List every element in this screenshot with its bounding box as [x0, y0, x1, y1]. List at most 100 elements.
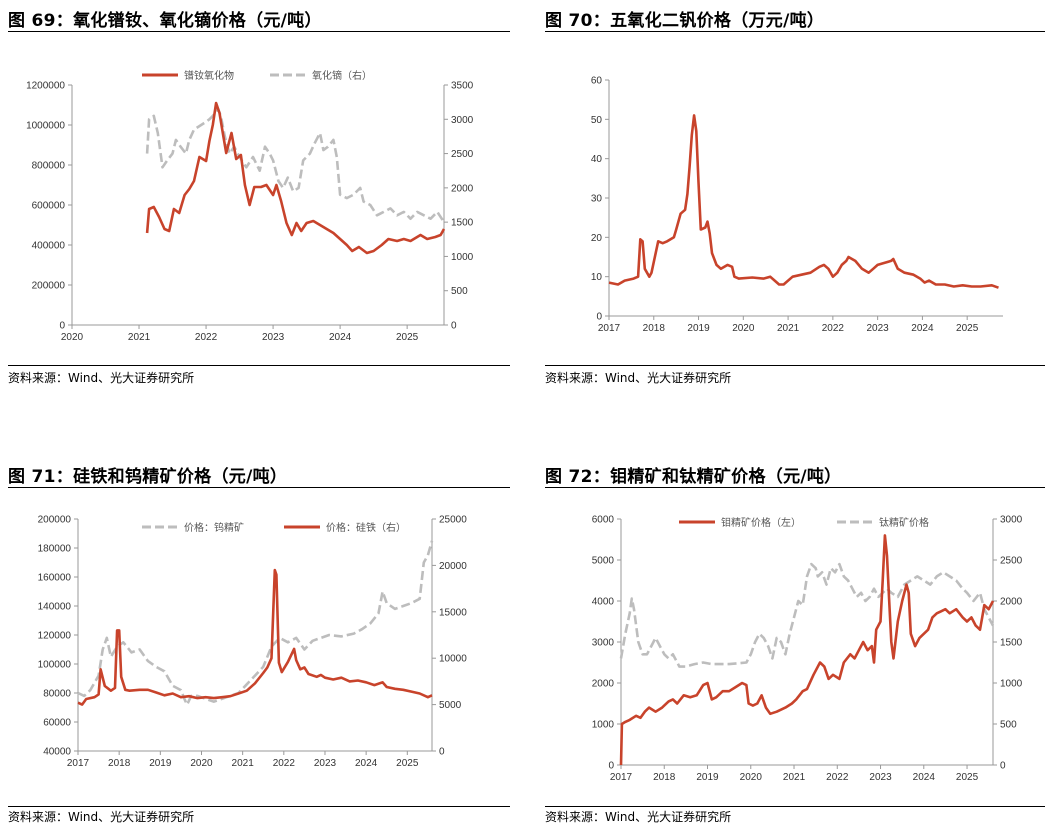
panel-fig72: 图 72：钼精矿和钛精矿价格（元/吨） 0 1000 2000 3000 4000 500… [545, 458, 1045, 827]
x-tick-label: 2021 [783, 772, 806, 783]
x-tick-label: 2019 [149, 758, 172, 769]
x-tick-label: 2021 [128, 332, 151, 343]
x-tick-label: 2021 [232, 758, 255, 769]
panel-fig70: 图 70：五氧化二钒价格（万元/吨） 0 10 20 30 40 50 60 2017 2018… [545, 0, 1045, 400]
series-line [619, 534, 995, 766]
source-note: 资料来源：Wind、光大证券研究所 [545, 371, 732, 385]
x-tick-label: 2023 [867, 323, 890, 334]
y-tick-label-right: 25000 [439, 515, 467, 526]
source-divider [8, 806, 510, 807]
x-tick-label: 2023 [314, 758, 337, 769]
y-tick-label-left: 140000 [38, 602, 72, 613]
y-tick-label-right: 0 [439, 747, 445, 758]
series-line [77, 540, 434, 706]
y-tick-label-right: 500 [451, 286, 468, 297]
y-tick-label-left: 2000 [592, 679, 615, 690]
x-tick-label: 2025 [396, 758, 419, 769]
y-tick-label-left: 180000 [38, 544, 72, 555]
chart-svg-fig71: 4000060000800001000001200001400001600001… [38, 515, 468, 770]
title-divider [545, 31, 1045, 32]
y-tick-label-left: 40 [591, 154, 603, 165]
y-tick-label-left: 1200000 [26, 81, 65, 92]
x-tick-label: 2024 [913, 772, 936, 783]
y-tick-label-left: 120000 [38, 631, 72, 642]
x-tick-label: 2022 [826, 772, 849, 783]
x-tick-label: 2022 [195, 332, 218, 343]
y-tick-label-right: 5000 [439, 700, 462, 711]
y-tick-label-left: 40000 [43, 747, 71, 758]
x-tick-label: 2025 [396, 332, 419, 343]
legend-label: 价格：钨精矿 [184, 521, 244, 534]
y-tick-label-left: 0 [59, 321, 65, 332]
x-tick-label: 2025 [956, 323, 979, 334]
y-tick-label-left: 1000000 [26, 121, 65, 132]
y-tick-label-right: 0 [1000, 761, 1006, 772]
chart-svg-fig70: 0 10 20 30 40 50 60 2017 2018 2019 2020 2021 2022 202… [591, 76, 1003, 334]
y-tick-label-left: 0 [608, 761, 614, 772]
y-tick-label-left: 4000 [592, 597, 615, 608]
panel-fig69: 图 69：氧化镨钕、氧化镝价格（元/吨） 0 200000 400000 600000… [8, 0, 510, 400]
y-tick-label-left: 30 [591, 194, 603, 205]
panel-fig71: 图 71：硅铁和钨精矿价格（元/吨） 40000 60000 80000 100000… [8, 458, 510, 827]
y-tick-label-right: 2500 [451, 149, 474, 160]
x-tick-label: 2018 [108, 758, 131, 769]
y-tick-label-right: 2000 [1000, 597, 1023, 608]
y-tick-label-left: 60 [591, 76, 603, 87]
y-tick-label-left: 60000 [43, 718, 71, 729]
y-tick-label-right: 1500 [1000, 638, 1023, 649]
y-tick-label-right: 3000 [451, 115, 474, 126]
x-tick-label: 2019 [696, 772, 719, 783]
series-line [145, 101, 446, 255]
legend-label: 钛精矿价格 [879, 516, 929, 529]
x-tick-label: 2019 [687, 323, 710, 334]
chart-svg-fig72: 0 1000 2000 3000 4000 5000 6000 0 500 1000 1500 200… [592, 515, 1023, 784]
title-divider [8, 487, 510, 488]
legend-label: 价格：硅铁（右） [326, 521, 406, 534]
y-tick-label-left: 600000 [32, 201, 66, 212]
y-tick-label-left: 10 [591, 272, 603, 283]
chart-title: 图 72：钼精矿和钛精矿价格（元/吨） [545, 467, 842, 487]
x-tick-label: 2017 [67, 758, 90, 769]
y-tick-label-left: 3000 [592, 638, 615, 649]
series-line [608, 114, 999, 289]
y-tick-label-left: 1000 [592, 720, 615, 731]
chart-svg-fig69: 0 200000 400000 600000 800000 1000000 1200000 0… [26, 69, 474, 343]
x-tick-label: 2024 [329, 332, 352, 343]
y-tick-label-right: 3500 [451, 81, 474, 92]
y-tick-label-left: 400000 [32, 241, 66, 252]
source-note: 资料来源：Wind、光大证券研究所 [8, 810, 195, 824]
series-line [619, 562, 995, 668]
x-tick-label: 2020 [61, 332, 84, 343]
y-tick-label-left: 6000 [592, 515, 615, 526]
x-tick-label: 2021 [777, 323, 800, 334]
y-tick-label-left: 800000 [32, 161, 66, 172]
y-tick-label-left: 20 [591, 233, 603, 244]
legend-label: 镨钕氧化物 [184, 69, 234, 82]
x-tick-label: 2023 [262, 332, 285, 343]
series-line [145, 107, 446, 223]
source-note: 资料来源：Wind、光大证券研究所 [545, 810, 732, 824]
y-tick-label-left: 50 [591, 115, 603, 126]
x-tick-label: 2025 [956, 772, 979, 783]
y-tick-label-left: 80000 [43, 689, 71, 700]
y-tick-label-right: 2000 [451, 183, 474, 194]
y-tick-label-left: 0 [596, 312, 602, 323]
x-tick-label: 2018 [643, 323, 666, 334]
source-divider [8, 365, 510, 366]
series-line [77, 568, 433, 706]
y-tick-label-left: 200000 [32, 281, 66, 292]
y-tick-label-left: 160000 [38, 573, 72, 584]
title-divider [545, 487, 1045, 488]
y-tick-label-right: 500 [1000, 720, 1017, 731]
y-tick-label-right: 1000 [451, 252, 474, 263]
y-tick-label-right: 0 [451, 321, 457, 332]
y-tick-label-right: 2500 [1000, 556, 1023, 567]
source-note: 资料来源：Wind、光大证券研究所 [8, 371, 195, 385]
y-tick-label-right: 10000 [439, 654, 467, 665]
x-tick-label: 2024 [911, 323, 934, 334]
x-tick-label: 2020 [732, 323, 755, 334]
chart-title: 图 69：氧化镨钕、氧化镝价格（元/吨） [8, 11, 322, 31]
legend-label: 氧化镝（右） [312, 69, 372, 82]
y-tick-label-left: 200000 [38, 515, 72, 526]
y-tick-label-right: 15000 [439, 607, 467, 618]
